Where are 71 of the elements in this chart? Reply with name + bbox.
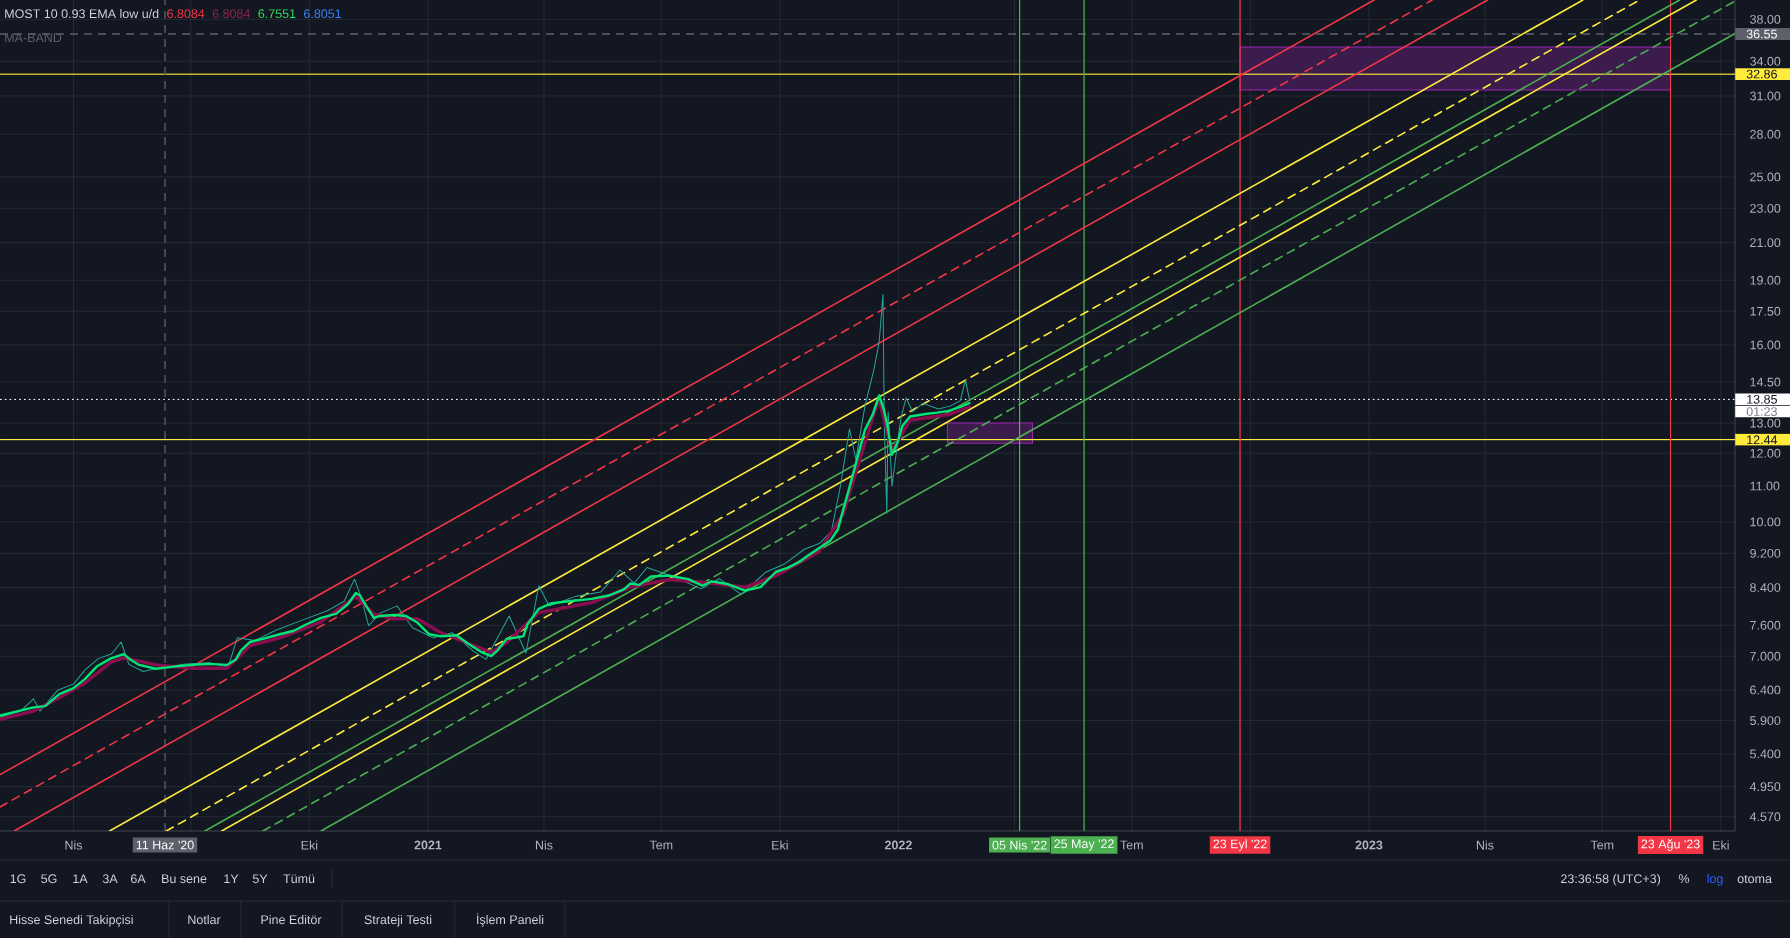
text: % [1678,874,1690,884]
y-tick-label: 17.50 [1750,306,1781,316]
y-tick-label: 9.200 [1750,548,1781,558]
text: 23:36:58 (UTC+3) [1561,873,1661,886]
y-tick-label: 4.950 [1749,782,1781,792]
ref-line-label: 23 Eyl '22 [1213,839,1267,851]
text: 5G [41,874,57,884]
annotation: 6.8051 [304,9,342,19]
text: 1G [10,874,26,884]
y-tick-label: 4.570 [1749,812,1781,822]
text: 1Y [224,874,239,883]
annotation: MA-BAND [5,33,62,42]
ref-line-label: 36.55 [1746,29,1777,39]
x-tick-label: 2023 [1355,840,1383,850]
y-tick-label: 19.00 [1750,275,1781,285]
x-tick-label: Tem [649,840,673,850]
x-tick-label: Eki [1713,840,1729,850]
text: 1A [73,874,88,883]
text: 3A [102,874,118,884]
y-tick-label: 38.00 [1750,14,1781,24]
y-tick-label: 21.00 [1750,238,1781,248]
ref-line-label: 12.44 [1747,435,1778,445]
y-tick-label: 34.00 [1750,56,1781,66]
x-tick-label: Nis [1476,840,1494,850]
line-series [0,293,970,718]
y-tick-label: 31.00 [1750,91,1781,101]
y-tick-label: 6.400 [1750,685,1781,695]
text: Strateji Testi [364,914,432,927]
x-tick-label: 2021 [414,840,442,850]
text: 6A [130,874,146,884]
text: Tümü [283,874,315,884]
ref-line-label: 13.85 [1747,394,1777,404]
text: otoma [1737,874,1772,884]
y-tick-label: 14.50 [1750,377,1781,387]
ref-line-label: 25 May '22 [1054,839,1114,851]
y-tick-label: 5.400 [1750,749,1781,759]
text: Hisse Senedi Takipçisi [10,914,133,927]
x-tick-label: 2022 [884,840,912,850]
text: Notlar [188,914,221,925]
y-tick-label: 25.00 [1750,172,1781,182]
x-tick-label: Nis [535,840,553,850]
ref-line-label: 05 Nis '22 [992,840,1047,850]
y-tick-label: 13.00 [1750,418,1781,428]
y-tick-label: 23.00 [1750,203,1781,213]
ref-line-label: 11 Haz '20 [136,840,194,850]
annotation: 6.8084 [212,9,251,19]
ref-line-label: 23 Ağu '23 [1641,839,1700,851]
annotation: 6.8084 [167,9,205,19]
x-tick-label: Nis [65,840,83,850]
text: İşlem Paneli [477,913,544,927]
y-tick-label: 28.00 [1750,129,1781,139]
text: Bu sene [162,874,207,884]
x-tick-label: Tem [1590,840,1614,850]
y-tick-label: 5.900 [1750,716,1781,725]
text: MOST 10 0.93 EMA low u/d [5,8,159,19]
x-tick-label: Eki [772,840,788,850]
y-tick-label: 7.000 [1750,651,1781,661]
x-tick-label: Eki [301,840,318,850]
y-tick-label: 10.00 [1750,517,1781,527]
text: log [1707,873,1723,886]
y-tick-label: 12.00 [1750,448,1781,458]
text: Pine Editör [261,914,322,925]
x-tick-label: Tem [1120,840,1143,850]
text: 01:23 [1746,407,1777,416]
y-tick-label: 7.600 [1750,620,1781,630]
ref-line-label: 32.86 [1746,69,1777,79]
annotation: 6.7551 [258,9,296,19]
text: 5Y [252,874,268,884]
y-tick-label: 8.400 [1750,583,1781,592]
y-tick-label: 11.00 [1750,481,1780,491]
y-tick-label: 16.00 [1750,340,1781,350]
